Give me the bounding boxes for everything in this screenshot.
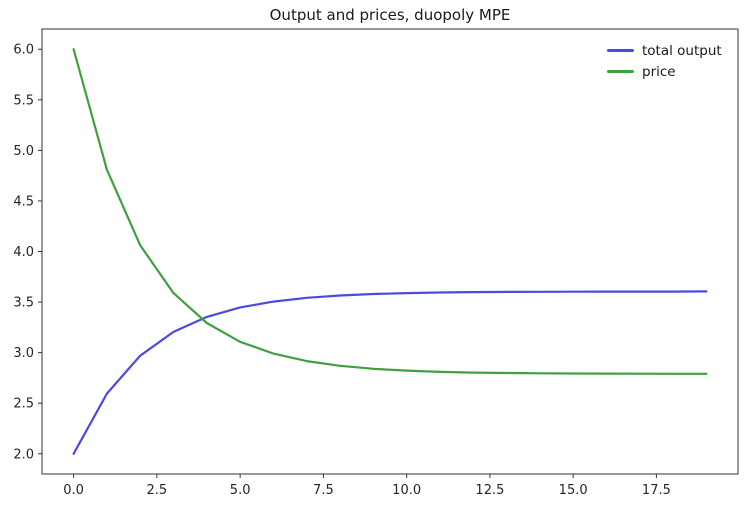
total-output-line-swatch — [607, 49, 634, 52]
legend-label-total-output: total output — [642, 42, 722, 59]
legend-label-price: price — [642, 63, 676, 80]
y-tick-label: 5.5 — [13, 93, 34, 108]
y-tick-label: 2.0 — [13, 447, 34, 462]
x-tick-label: 12.5 — [475, 483, 504, 498]
x-tick-label: 5.0 — [230, 483, 251, 498]
x-tick-label: 15.0 — [559, 483, 588, 498]
y-tick-label: 5.0 — [13, 144, 34, 159]
series-line-total-output — [72, 290, 708, 455]
legend-item-price: price — [607, 61, 722, 82]
legend: total output price — [607, 40, 722, 82]
chart-title: Output and prices, duopoly MPE — [269, 6, 511, 24]
y-tick-label: 2.5 — [13, 397, 34, 412]
x-tick-label: 2.5 — [147, 483, 168, 498]
x-tick-label: 17.5 — [642, 483, 671, 498]
price-line-swatch — [607, 70, 634, 73]
x-tick-label: 0.0 — [63, 483, 84, 498]
y-tick-label: 4.5 — [13, 194, 34, 209]
legend-item-total-output: total output — [607, 40, 722, 61]
y-tick-label: 3.5 — [13, 296, 34, 311]
x-tick-label: 10.0 — [392, 483, 421, 498]
y-tick-label: 6.0 — [13, 43, 34, 58]
series-line-price — [72, 48, 708, 375]
y-tick-label: 4.0 — [13, 245, 34, 260]
x-tick-label: 7.5 — [313, 483, 334, 498]
plot-border — [41, 28, 739, 475]
y-tick-label: 3.0 — [13, 346, 34, 361]
